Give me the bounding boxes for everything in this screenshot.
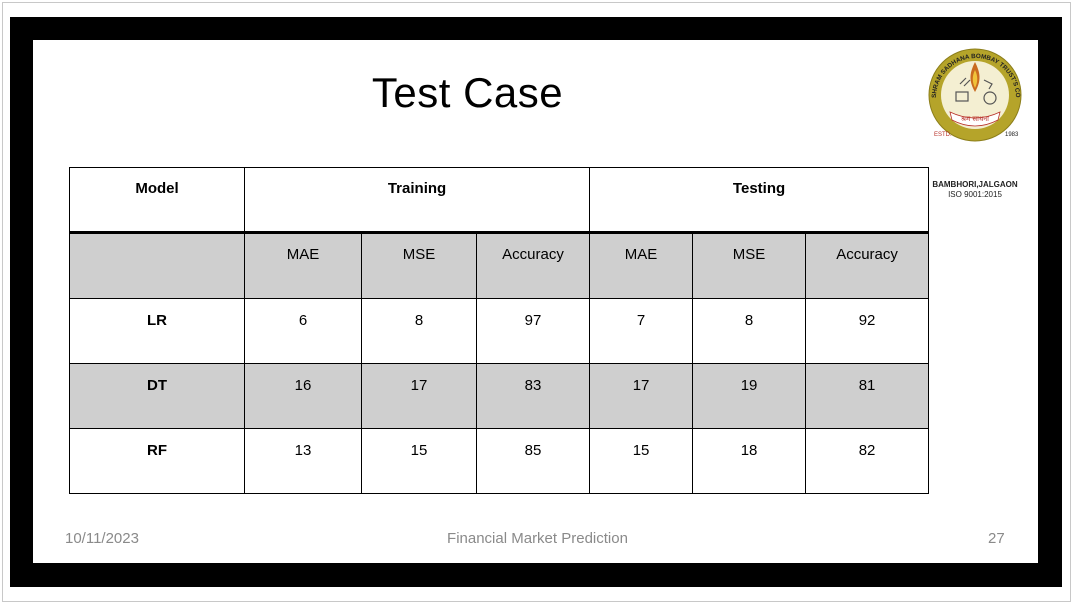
table-header-row: Model Training Testing <box>69 167 930 234</box>
header-testing: Testing <box>589 167 930 234</box>
logo-estd: ESTD. <box>934 132 952 138</box>
table-cell: 82 <box>805 428 930 494</box>
table-cell: 8 <box>692 298 807 364</box>
table-cell: 17 <box>589 363 694 429</box>
footer-page-number: 27 <box>988 530 1005 547</box>
model-name: DT <box>69 363 245 429</box>
table-row: LR 6 8 97 7 8 92 <box>69 298 930 364</box>
logo-motto: श्रम साधना <box>961 115 989 123</box>
model-name: LR <box>69 298 245 364</box>
subheader-train-mae: MAE <box>244 232 362 299</box>
subheader-test-mae: MAE <box>589 232 694 299</box>
header-training: Training <box>243 167 591 234</box>
table-cell: 13 <box>244 428 362 494</box>
logo-location: BAMBHORI,JALGAON <box>932 180 1018 189</box>
table-row: RF 13 15 85 15 18 82 <box>69 428 930 494</box>
college-seal-icon: SHRAM SADHANA BOMBAY TRUST'S COLLEGE OF … <box>918 35 1022 142</box>
subheader-train-mse: MSE <box>361 232 477 299</box>
table-cell: 6 <box>244 298 362 364</box>
header-model: Model <box>69 167 245 234</box>
footer-title: Financial Market Prediction <box>447 530 628 547</box>
table-cell: 19 <box>692 363 807 429</box>
table-cell: 15 <box>361 428 477 494</box>
college-logo: SHRAM SADHANA BOMBAY TRUST'S COLLEGE OF … <box>918 35 1030 199</box>
logo-iso: ISO 9001:2015 <box>948 190 1002 199</box>
table-cell: 7 <box>589 298 694 364</box>
table-cell: 81 <box>805 363 930 429</box>
subheader-test-accuracy: Accuracy <box>805 232 930 299</box>
table-cell: 16 <box>244 363 362 429</box>
table-cell: 8 <box>361 298 477 364</box>
subheader-train-accuracy: Accuracy <box>475 232 591 299</box>
model-name: RF <box>69 428 245 494</box>
slide-title: Test Case <box>371 69 564 116</box>
table-cell: 15 <box>589 428 694 494</box>
logo-year: 1983 <box>1005 132 1019 138</box>
table-cell: 85 <box>475 428 591 494</box>
table-cell: 17 <box>361 363 477 429</box>
table-cell: 83 <box>475 363 591 429</box>
results-table: Model Training Testing MAE MSE Accuracy … <box>69 167 930 494</box>
table-cell: 92 <box>805 298 930 364</box>
table-cell: 18 <box>692 428 807 494</box>
footer-date: 10/11/2023 <box>65 530 139 547</box>
subheader-blank <box>69 232 245 299</box>
table-subheader-row: MAE MSE Accuracy MAE MSE Accuracy <box>69 232 930 299</box>
table-row: DT 16 17 83 17 19 81 <box>69 363 930 429</box>
subheader-test-mse: MSE <box>692 232 807 299</box>
table-cell: 97 <box>475 298 591 364</box>
